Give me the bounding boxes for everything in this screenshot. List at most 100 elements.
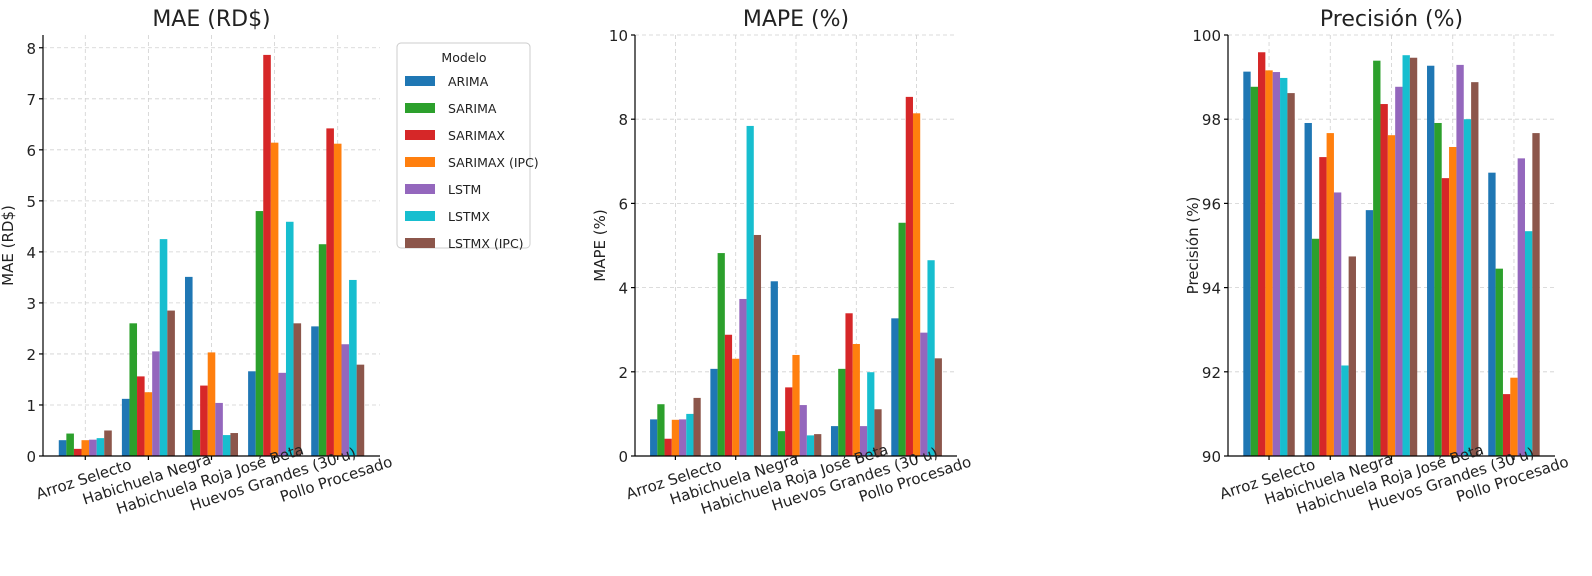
ytick-label: 5 [26,193,36,211]
legend-label: ARIMA [448,74,489,89]
bar-lstmx-ipc [814,434,822,456]
bar-lstmx-ipc [356,364,365,456]
bar-arima [770,281,778,456]
ytick-label: 6 [26,142,36,160]
chart-title: Precisión (%) [1320,7,1463,32]
bar-sarima [66,433,74,456]
bar-sarimax-ipc [333,143,342,456]
bar-arima [710,368,718,456]
bar-sarima [717,253,725,456]
legend-swatch [405,184,435,194]
bar-lstm [1456,64,1464,457]
bar-sarima [777,431,786,456]
bar-arima [1304,122,1312,456]
bar-sarimax-ipc [207,352,216,456]
bar-sarima [1373,60,1381,456]
ytick-label: 8 [618,111,628,129]
legend-label: LSTMX [448,209,490,224]
bar-lstmx [349,279,357,456]
y-axis-label: Precisión (%) [1184,197,1202,295]
ytick-label: 90 [1202,448,1221,466]
bar-lstm [278,372,286,456]
ytick-label: 10 [609,27,628,45]
bar-sarimax [785,387,793,456]
legend-label: SARIMAX (IPC) [448,155,539,170]
bar-lstmx [1402,55,1410,456]
ytick-label: 96 [1202,195,1221,213]
bar-sarima [1495,268,1503,456]
y-axis-label: MAE (RD$) [0,205,17,286]
bar-sarima [838,368,846,456]
bar-sarimax [724,334,733,456]
bar-arima [248,371,256,456]
bar-lstmx [222,435,231,456]
legend: Modelo ARIMA SARIMA SARIMAX SARIMAX (IPC) LST… [396,42,539,251]
bar-sarima [657,404,665,456]
bar-lstm [739,298,747,456]
bar-sarimax [1319,157,1327,456]
bar-sarimax-ipc [671,419,680,456]
bar-arima [1488,172,1496,457]
bar-lstmx [867,372,875,456]
bar-arima [830,426,839,456]
chart-title: MAPE (%) [743,7,849,32]
legend-swatch [405,130,435,140]
legend-label: LSTMX (IPC) [448,236,524,251]
ytick-label: 6 [618,195,628,213]
bar-lstmx [96,438,105,456]
legend-label: SARIMA [448,101,497,116]
bar-lstmx [686,413,694,456]
bar-sarima [129,323,138,456]
bar-lstm [152,351,160,456]
bar-sarima [318,244,327,456]
bar-sarimax [1380,104,1388,456]
bar-lstmx [1524,231,1533,456]
chart-title: MAE (RD$) [152,7,270,32]
bar-lstm [679,419,687,456]
legend-swatch [405,238,435,248]
bar-sarima [255,211,264,456]
bar-lstm [920,332,928,456]
bar-lstm [89,439,97,456]
bar-sarimax [845,313,853,456]
legend-swatch [405,157,435,167]
bar-sarimax [1502,394,1511,456]
bar-arima [1365,210,1374,456]
bar-sarima [1250,86,1259,457]
ytick-label: 0 [26,448,36,466]
bar-lstmx [746,125,754,456]
ytick-label: 2 [618,364,628,382]
bar-sarimax [664,438,672,456]
ytick-label: 94 [1202,280,1221,298]
ytick-label: 4 [26,244,36,262]
bar-lstmx [1280,77,1288,456]
bar-lstm [341,344,350,456]
bar-lstm [1395,86,1403,457]
legend-swatch [405,76,435,86]
bar-lstm [799,405,807,456]
bar-arima [650,419,658,456]
bar-sarimax-ipc [1326,133,1334,456]
legend-label: LSTM [448,182,481,197]
ytick-label: 2 [26,346,36,364]
bar-lstmx-ipc [230,433,239,456]
bar-sarimax-ipc [1387,135,1396,456]
bar-lstmx [806,435,815,456]
ytick-label: 8 [26,40,36,58]
bar-lstmx [285,221,294,456]
bar-lstmx [927,260,935,456]
bar-arima [311,326,319,456]
bar-lstmx-ipc [167,310,175,456]
bar-lstmx-ipc [1287,93,1295,457]
bar-sarimax [1441,178,1450,456]
bar-lstmx-ipc [1471,82,1479,456]
bar-sarimax-ipc [270,142,279,456]
legend-box [396,42,531,249]
ytick-label: 1 [26,397,36,415]
bar-sarimax-ipc [912,113,921,456]
bar-sarimax [326,128,334,457]
bar-sarimax-ipc [792,354,800,456]
legend-swatch [405,211,435,221]
